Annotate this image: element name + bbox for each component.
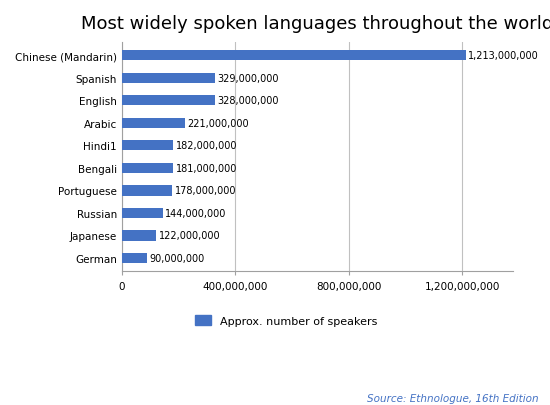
Legend: Approx. number of speakers: Approx. number of speakers [190, 311, 382, 330]
Text: 329,000,000: 329,000,000 [217, 74, 279, 84]
Bar [122, 119, 185, 129]
Text: Source: Ethnologue, 16th Edition: Source: Ethnologue, 16th Edition [367, 393, 539, 403]
Text: 122,000,000: 122,000,000 [159, 231, 221, 241]
Text: 181,000,000: 181,000,000 [175, 164, 237, 173]
Text: 1,213,000,000: 1,213,000,000 [468, 51, 539, 61]
Bar [122, 164, 173, 174]
Text: 90,000,000: 90,000,000 [150, 254, 205, 263]
Text: 144,000,000: 144,000,000 [165, 209, 227, 218]
Bar [122, 231, 156, 241]
Bar [122, 141, 173, 151]
Bar [122, 74, 215, 84]
Title: Most widely spoken languages throughout the world: Most widely spoken languages throughout … [81, 15, 550, 33]
Bar [122, 209, 163, 218]
Text: 328,000,000: 328,000,000 [217, 96, 279, 106]
Text: 221,000,000: 221,000,000 [187, 119, 249, 129]
Bar [122, 253, 147, 263]
Text: 182,000,000: 182,000,000 [176, 141, 237, 151]
Bar [122, 51, 466, 61]
Bar [122, 96, 215, 106]
Bar [122, 186, 172, 196]
Text: 178,000,000: 178,000,000 [175, 186, 236, 196]
